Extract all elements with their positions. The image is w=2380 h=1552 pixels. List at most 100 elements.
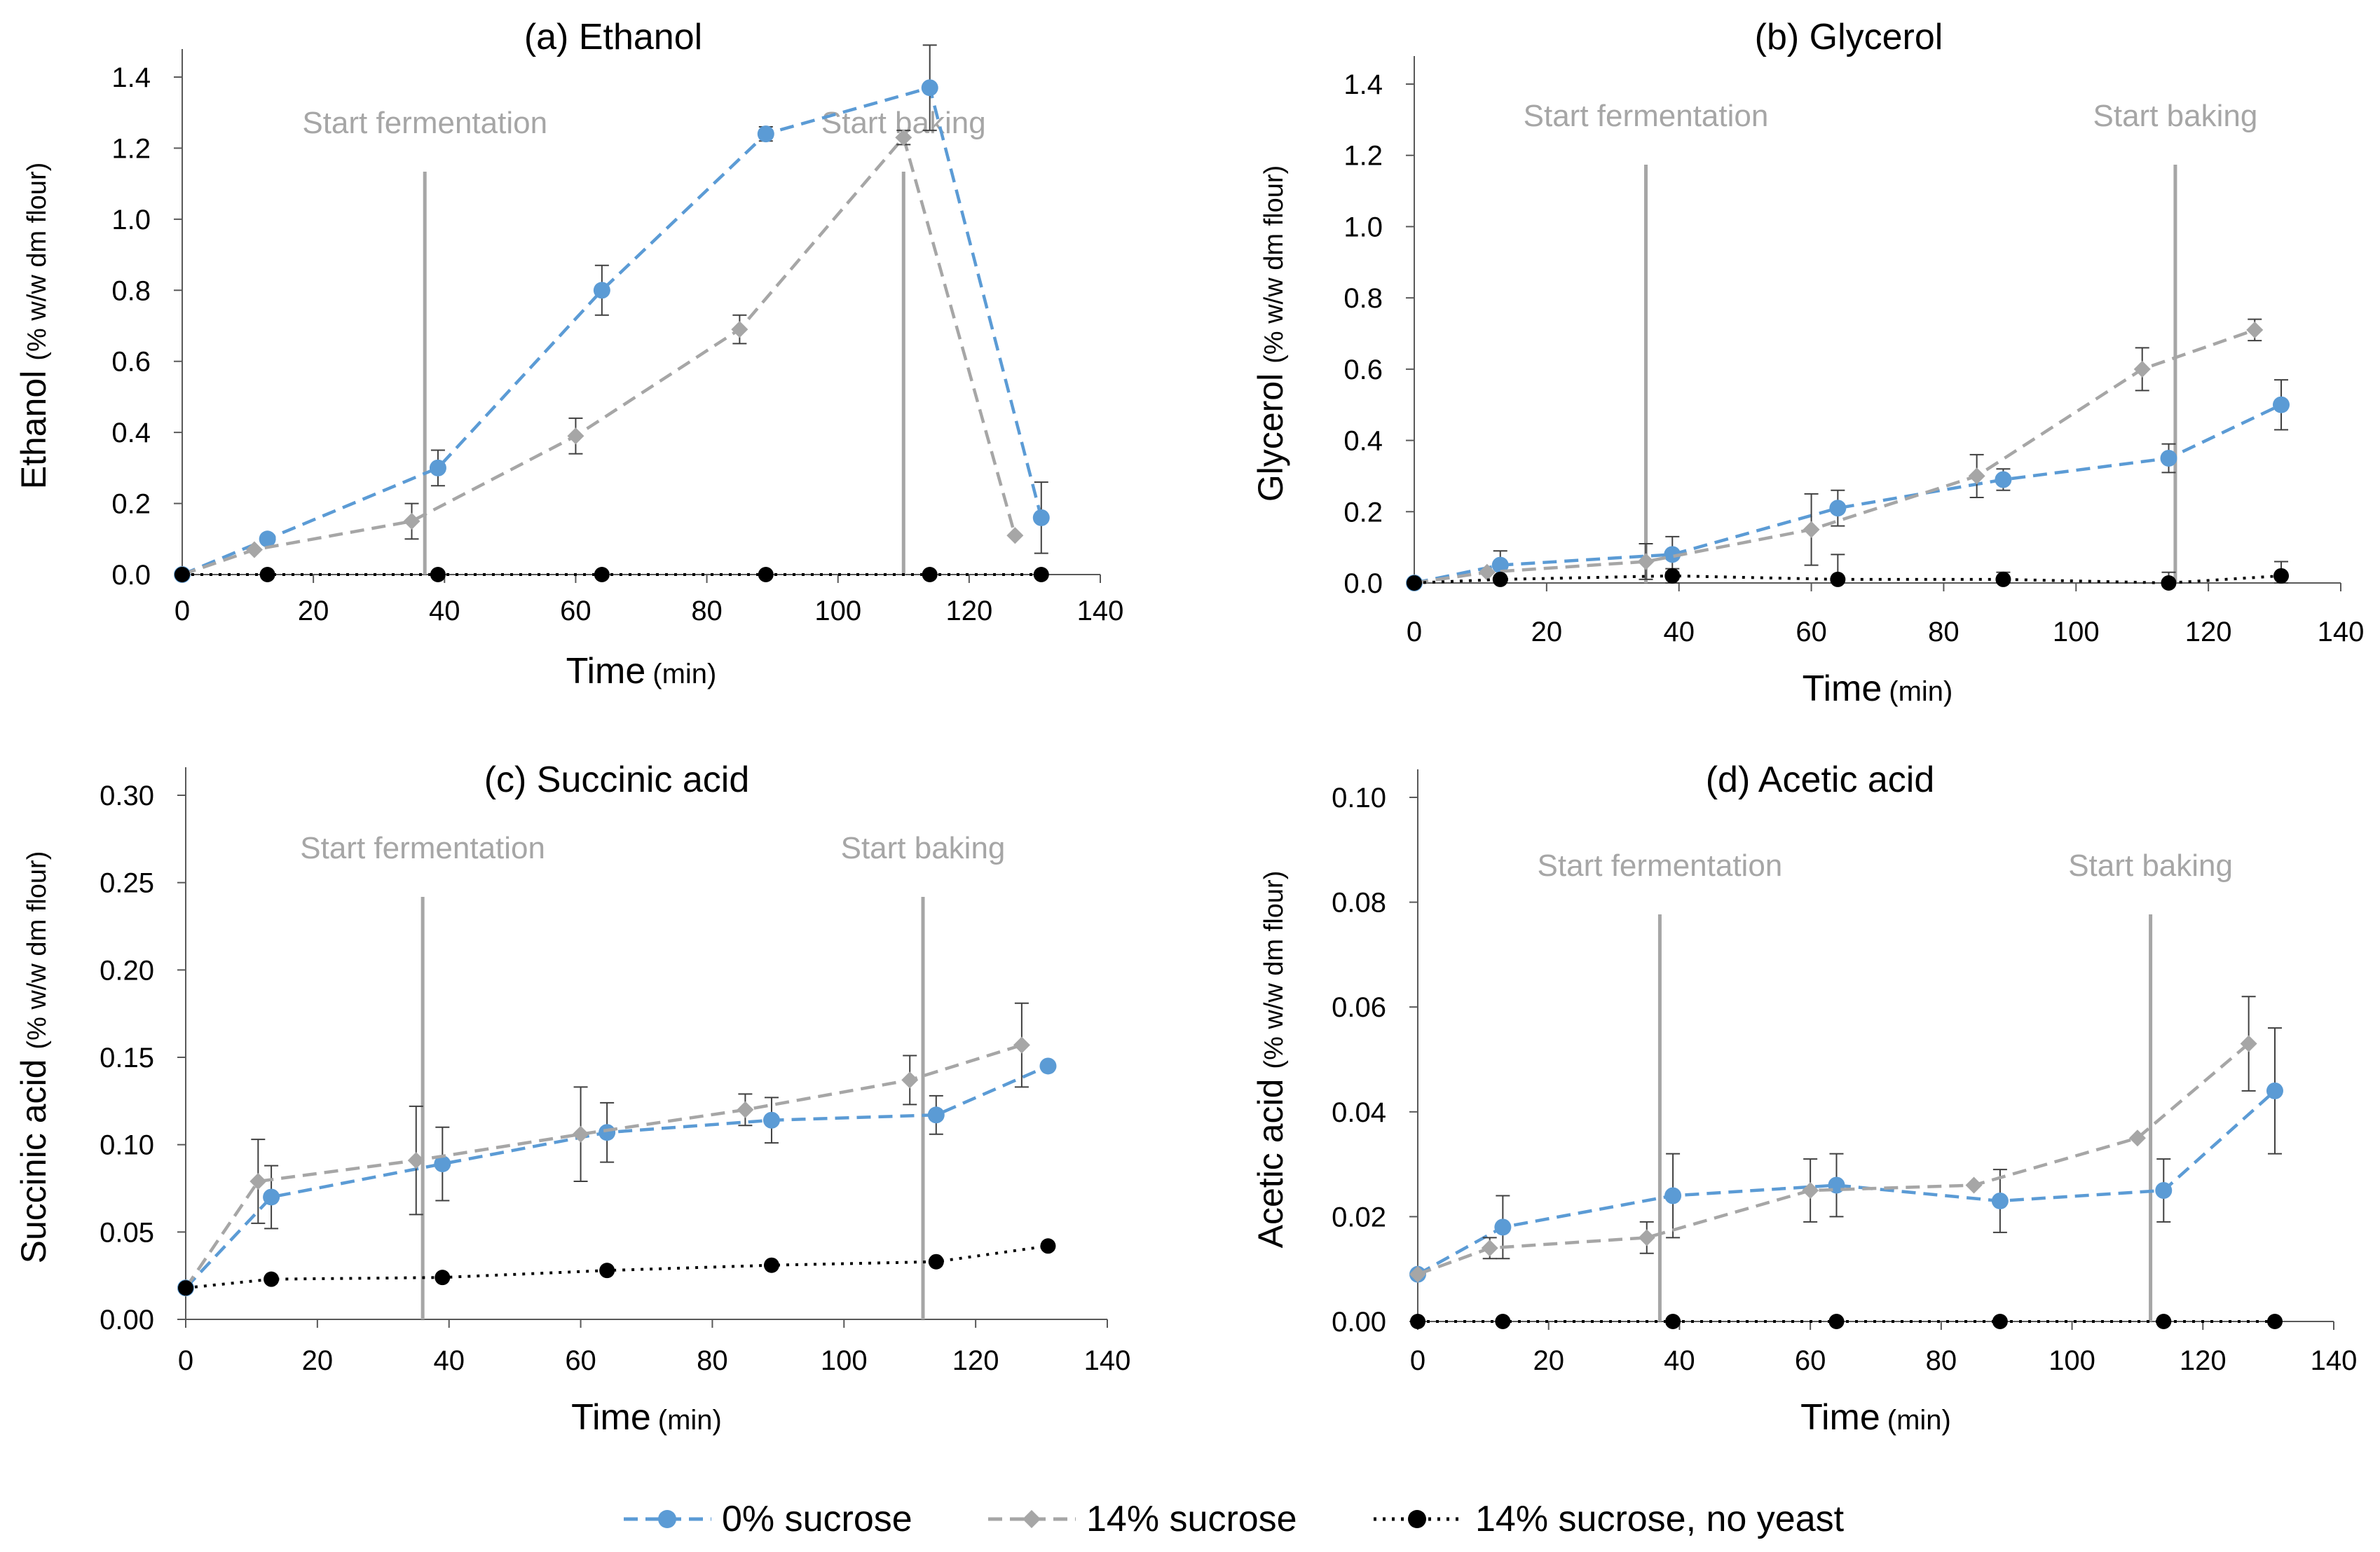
x-axis-label-unit: (min) bbox=[652, 659, 716, 689]
data-point bbox=[731, 321, 748, 338]
y-tick-label: 0.10 bbox=[100, 1130, 154, 1161]
series-line bbox=[1416, 1090, 2276, 1276]
data-point bbox=[572, 1125, 589, 1143]
panel-2: 0.0 0.2 0.4 0.6 0.8 1.0 1.2 1.4 0 20 40 60 80 100 120 1… bbox=[1251, 17, 2364, 709]
x-axis-label-name: Time bbox=[1800, 1397, 1880, 1438]
x-axis-label-name: Time bbox=[566, 651, 646, 692]
data-point bbox=[567, 427, 584, 445]
annotation-start-baking: Start baking bbox=[2093, 99, 2258, 133]
series-3 bbox=[175, 567, 1049, 582]
data-point bbox=[1828, 1314, 1845, 1329]
legend-entry-1: 0% sucrose bbox=[624, 1499, 912, 1539]
series-2 bbox=[177, 1002, 1030, 1297]
data-point bbox=[599, 1263, 615, 1279]
x-axis-label: Time (min) bbox=[1803, 668, 1953, 709]
x-tick-label: 80 bbox=[1928, 617, 1960, 647]
series-line bbox=[182, 134, 1017, 577]
x-tick-label: 60 bbox=[1795, 1345, 1826, 1376]
chart-title: (d) Acetic acid bbox=[1706, 760, 1935, 800]
data-point bbox=[429, 459, 446, 476]
y-axis-label-name: Acetic acid bbox=[1251, 1079, 1290, 1249]
x-tick-label: 20 bbox=[1533, 1345, 1564, 1376]
y-tick-label: 0.08 bbox=[1332, 888, 1386, 919]
y-tick-label: 0.4 bbox=[111, 418, 151, 448]
x-tick-label: 140 bbox=[2318, 617, 2365, 647]
data-point bbox=[1006, 527, 1024, 544]
data-point bbox=[1664, 1187, 1682, 1204]
x-tick-label: 0 bbox=[178, 1345, 193, 1376]
x-tick-label: 120 bbox=[2180, 1345, 2227, 1376]
y-tick-label: 0.6 bbox=[111, 347, 151, 378]
x-tick-label: 140 bbox=[1077, 596, 1124, 626]
legend: 0% sucrose 14% sucrose 14% sucrose, no yea… bbox=[624, 1499, 1845, 1539]
data-point bbox=[1802, 1182, 1819, 1199]
data-point bbox=[922, 567, 938, 582]
data-point bbox=[1409, 1265, 1426, 1283]
series-line bbox=[184, 1064, 1049, 1289]
data-point bbox=[1830, 571, 1846, 587]
x-tick-label: 40 bbox=[429, 596, 460, 626]
x-tick-label: 120 bbox=[952, 1345, 999, 1376]
data-point bbox=[1013, 1036, 1030, 1054]
annotation-start-fermentation: Start fermentation bbox=[1524, 99, 1769, 133]
x-tick-label: 120 bbox=[945, 596, 992, 626]
x-tick-label: 20 bbox=[298, 596, 329, 626]
legend-marker bbox=[658, 1510, 676, 1528]
legend-entry-2: 14% sucrose bbox=[988, 1499, 1297, 1539]
x-tick-label: 140 bbox=[1084, 1345, 1131, 1376]
data-point bbox=[1664, 568, 1681, 584]
x-axis-label: Time (min) bbox=[566, 651, 717, 692]
x-axis-label-name: Time bbox=[571, 1397, 651, 1438]
series-line bbox=[184, 1043, 1023, 1289]
x-tick-label: 120 bbox=[2185, 617, 2232, 647]
data-point bbox=[2128, 1129, 2146, 1147]
x-axis-label-unit: (min) bbox=[1887, 1405, 1951, 1436]
y-tick-label: 0.02 bbox=[1332, 1202, 1386, 1232]
x-tick-label: 100 bbox=[2053, 617, 2100, 647]
y-tick-label: 0.0 bbox=[111, 560, 151, 591]
y-tick-label: 0.04 bbox=[1332, 1097, 1386, 1128]
y-tick-label: 0.0 bbox=[1343, 568, 1383, 599]
y-axis-label-name: Glycerol bbox=[1251, 373, 1290, 502]
annotation-start-fermentation: Start fermentation bbox=[1538, 849, 1783, 883]
y-tick-label: 0.15 bbox=[100, 1043, 154, 1073]
annotation-start-baking: Start baking bbox=[841, 831, 1006, 865]
data-point bbox=[1665, 1314, 1681, 1329]
x-tick-label: 0 bbox=[1410, 1345, 1425, 1376]
y-axis-label: Succinic acid (% w/w dm flour) bbox=[14, 851, 53, 1264]
data-point bbox=[1491, 556, 1509, 574]
y-tick-label: 1.0 bbox=[111, 205, 151, 235]
x-tick-label: 60 bbox=[565, 1345, 596, 1376]
y-tick-label: 0.30 bbox=[100, 781, 154, 811]
data-point bbox=[2246, 321, 2264, 338]
y-tick-label: 0.20 bbox=[100, 955, 154, 986]
data-point bbox=[1032, 509, 1050, 526]
x-tick-label: 0 bbox=[1407, 617, 1422, 647]
series-line bbox=[1414, 403, 2282, 585]
series-3 bbox=[178, 1238, 1056, 1296]
y-tick-label: 1.2 bbox=[1343, 141, 1383, 172]
chart-title: (a) Ethanol bbox=[524, 17, 702, 57]
data-point bbox=[1481, 1239, 1498, 1257]
y-axis-label-unit: (% w/w dm flour) bbox=[1259, 871, 1289, 1069]
x-axis-label: Time (min) bbox=[571, 1397, 722, 1438]
data-point bbox=[2273, 396, 2290, 413]
legend-label: 0% sucrose bbox=[722, 1499, 912, 1539]
data-point bbox=[758, 567, 774, 582]
data-point bbox=[2156, 1314, 2172, 1329]
x-tick-label: 80 bbox=[1926, 1345, 1957, 1376]
x-tick-label: 20 bbox=[302, 1345, 334, 1376]
data-point bbox=[2266, 1082, 2283, 1099]
data-point bbox=[263, 1188, 280, 1206]
data-point bbox=[407, 1152, 425, 1169]
series-line bbox=[185, 1244, 1048, 1290]
data-point bbox=[430, 567, 446, 582]
x-tick-label: 60 bbox=[560, 596, 591, 626]
data-point bbox=[1803, 521, 1820, 538]
y-axis-label-name: Ethanol bbox=[14, 371, 53, 490]
y-axis-label: Acetic acid (% w/w dm flour) bbox=[1251, 871, 1290, 1249]
x-axis-label-unit: (min) bbox=[658, 1405, 722, 1436]
series-2 bbox=[1406, 318, 2264, 591]
data-point bbox=[403, 512, 420, 530]
